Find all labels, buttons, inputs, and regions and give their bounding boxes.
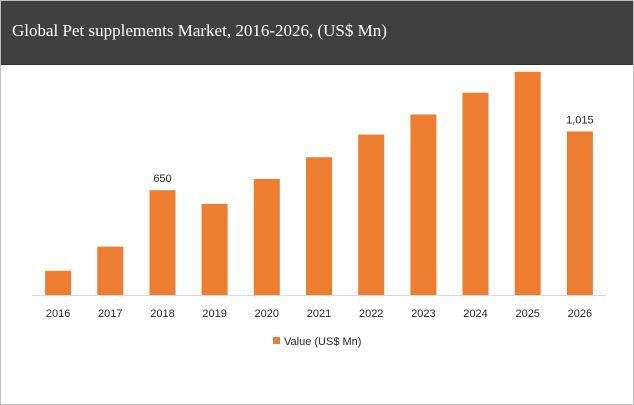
- legend-label: Value (US$ Mn): [284, 336, 361, 348]
- x-tick-label-2019: 2019: [202, 308, 226, 320]
- data-label-2026: 1,015: [566, 114, 594, 126]
- x-tick-labels-group: 2016 2017 2018 2019 2020 2021 2022 2023 2024 2025…: [46, 308, 592, 320]
- legend: Value (US$ Mn): [273, 336, 361, 348]
- bar-2022: [358, 134, 385, 295]
- x-tick-label-2020: 2020: [255, 308, 279, 320]
- title-bar: Global Pet supplements Market, 2016-2026…: [1, 1, 633, 65]
- bar-2025: [514, 71, 541, 295]
- bar-2021: [306, 157, 332, 295]
- bar-2018: [149, 190, 176, 295]
- bar-2024: [462, 92, 489, 295]
- x-tick-label-2021: 2021: [307, 308, 331, 320]
- bar-2017: [97, 246, 124, 295]
- x-tick-label-2022: 2022: [359, 308, 383, 320]
- x-tick-label-2023: 2023: [411, 308, 435, 320]
- bar-2026: [566, 131, 593, 295]
- data-label-2018: 650: [153, 173, 171, 185]
- data-labels-group: 650 1,015: [153, 114, 593, 185]
- bar-2020: [253, 179, 280, 295]
- bar-2019: [201, 203, 228, 295]
- legend-swatch: [273, 337, 280, 344]
- x-tick-label-2025: 2025: [515, 308, 539, 320]
- bar-2016: [45, 270, 72, 295]
- x-tick-label-2016: 2016: [46, 308, 70, 320]
- chart-title: Global Pet supplements Market, 2016-2026…: [12, 21, 387, 40]
- x-tick-label-2017: 2017: [98, 308, 122, 320]
- x-tick-label-2024: 2024: [463, 308, 487, 320]
- x-tick-label-2018: 2018: [150, 308, 174, 320]
- x-tick-label-2026: 2026: [568, 308, 592, 320]
- bars-group: [45, 71, 593, 295]
- bar-2023: [410, 114, 437, 295]
